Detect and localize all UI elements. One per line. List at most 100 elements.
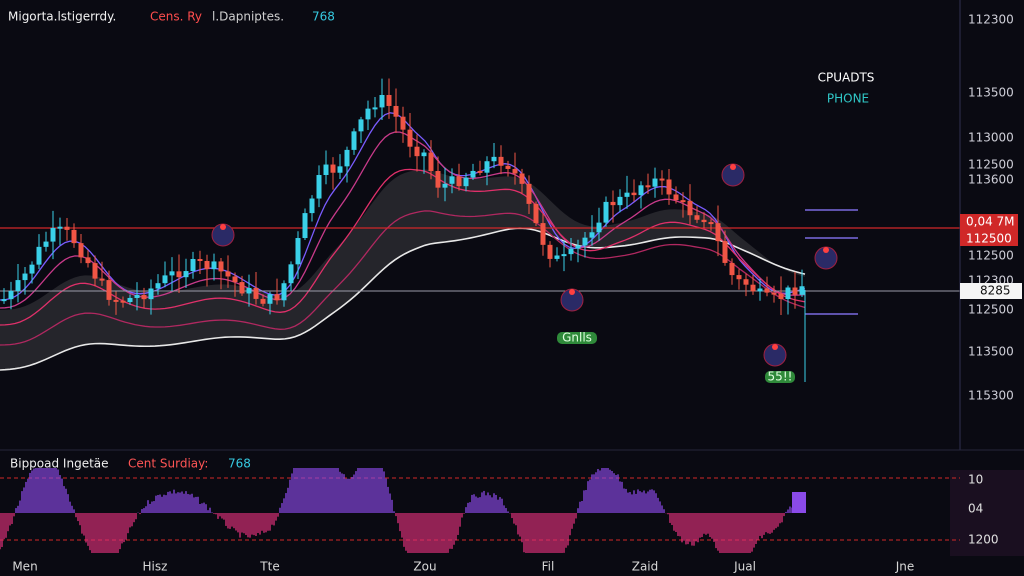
candle-body bbox=[659, 178, 665, 181]
candle-body bbox=[197, 258, 203, 262]
indicator-axis-label: 04 bbox=[968, 502, 983, 516]
current-badge bbox=[960, 283, 1022, 299]
event-icon bbox=[730, 164, 736, 170]
candle-body bbox=[617, 196, 623, 206]
candle-body bbox=[253, 287, 259, 299]
price-badge-label: 112500 bbox=[966, 232, 1012, 246]
candle-body bbox=[162, 275, 168, 284]
candle-body bbox=[603, 201, 609, 223]
candle-body bbox=[547, 244, 553, 259]
candle-body bbox=[155, 283, 161, 289]
candle-body bbox=[652, 178, 658, 187]
indicator-title: Bippoad Ingetäe bbox=[10, 457, 109, 471]
candle-body bbox=[274, 294, 280, 301]
candle-body bbox=[78, 243, 84, 258]
candle-body bbox=[519, 173, 525, 184]
indicator-axis-label: 1200 bbox=[968, 533, 999, 547]
price-axis-label: 112500 bbox=[968, 303, 1014, 317]
event-icon bbox=[569, 289, 575, 295]
candle-body bbox=[778, 293, 784, 300]
price-badge-label: 0,04 7M bbox=[966, 215, 1015, 229]
time-axis-label: Men bbox=[12, 560, 37, 574]
candle-body bbox=[722, 241, 728, 263]
candle-body bbox=[239, 282, 245, 294]
candle-body bbox=[771, 292, 777, 295]
candle-body bbox=[225, 271, 231, 277]
candle-body bbox=[260, 298, 266, 304]
candle-body bbox=[421, 152, 427, 157]
price-axis-label: 115300 bbox=[968, 389, 1014, 403]
candle-body bbox=[610, 201, 616, 206]
candle-body bbox=[323, 164, 329, 176]
candle-body bbox=[316, 175, 322, 199]
candle-body bbox=[372, 107, 378, 110]
candle-body bbox=[729, 262, 735, 276]
candle-body bbox=[708, 222, 714, 225]
candle-body bbox=[757, 288, 763, 292]
candle-body bbox=[554, 255, 560, 259]
candle-body bbox=[85, 257, 91, 264]
candle-body bbox=[449, 176, 455, 184]
candle-body bbox=[337, 166, 343, 173]
ma-line bbox=[0, 227, 806, 371]
candle-body bbox=[120, 300, 126, 303]
candle-body bbox=[799, 286, 805, 295]
candle-body bbox=[218, 261, 224, 272]
time-axis-label: Zou bbox=[413, 560, 436, 574]
price-axis-label: 112500 bbox=[968, 158, 1014, 172]
indicator-bar bbox=[792, 492, 806, 513]
candle-body bbox=[736, 275, 742, 280]
event-icon bbox=[220, 224, 226, 230]
candle-body bbox=[29, 264, 35, 274]
candle-body bbox=[379, 94, 385, 108]
price-axis-label: 113000 bbox=[968, 131, 1014, 145]
candle-body bbox=[701, 219, 707, 223]
candle-body bbox=[8, 290, 14, 300]
candle-body bbox=[309, 198, 315, 214]
candle-body bbox=[428, 152, 434, 172]
candle-body bbox=[673, 194, 679, 201]
time-axis-label: Jual bbox=[733, 560, 756, 574]
candle-body bbox=[526, 183, 532, 204]
candle-body bbox=[190, 258, 196, 272]
candle-body bbox=[169, 271, 175, 276]
indicator-title: Cent Surdiay: bbox=[128, 457, 208, 471]
candle-body bbox=[141, 295, 147, 300]
candle-body bbox=[358, 119, 364, 132]
candle-body bbox=[365, 108, 371, 120]
time-axis-label: Fil bbox=[542, 560, 555, 574]
candle-body bbox=[302, 213, 308, 239]
candle-body bbox=[715, 223, 721, 242]
indicator-value: 768 bbox=[228, 457, 251, 471]
candle-body bbox=[484, 161, 490, 173]
candle-body bbox=[540, 223, 546, 245]
ma-line bbox=[0, 210, 806, 346]
marker-badge bbox=[557, 332, 597, 344]
candle-body bbox=[295, 238, 301, 265]
candle-body bbox=[666, 179, 672, 195]
candle-body bbox=[596, 222, 602, 233]
marker-label: 55!! bbox=[768, 370, 793, 384]
candle-body bbox=[330, 164, 336, 173]
time-axis-label: Jne bbox=[895, 560, 915, 574]
candle-body bbox=[750, 284, 756, 292]
candle-body bbox=[456, 176, 462, 187]
header-text: l.Dapniptes. bbox=[212, 10, 284, 24]
indicator-bg bbox=[950, 470, 1024, 556]
candle-body bbox=[351, 131, 357, 150]
candle-body bbox=[792, 287, 798, 295]
candle-body bbox=[743, 279, 749, 285]
candle-body bbox=[1, 299, 7, 302]
marker-badge bbox=[765, 371, 795, 383]
candle-body bbox=[512, 168, 518, 174]
price-axis-label: 112500 bbox=[968, 249, 1014, 263]
candle-body bbox=[71, 229, 77, 244]
time-axis-label: Tte bbox=[259, 560, 279, 574]
header-text: Cens. Ry bbox=[150, 10, 202, 24]
candle-body bbox=[106, 280, 112, 300]
candle-body bbox=[232, 276, 238, 283]
candle-body bbox=[785, 287, 791, 300]
candle-body bbox=[22, 273, 28, 281]
candle-body bbox=[645, 185, 651, 188]
